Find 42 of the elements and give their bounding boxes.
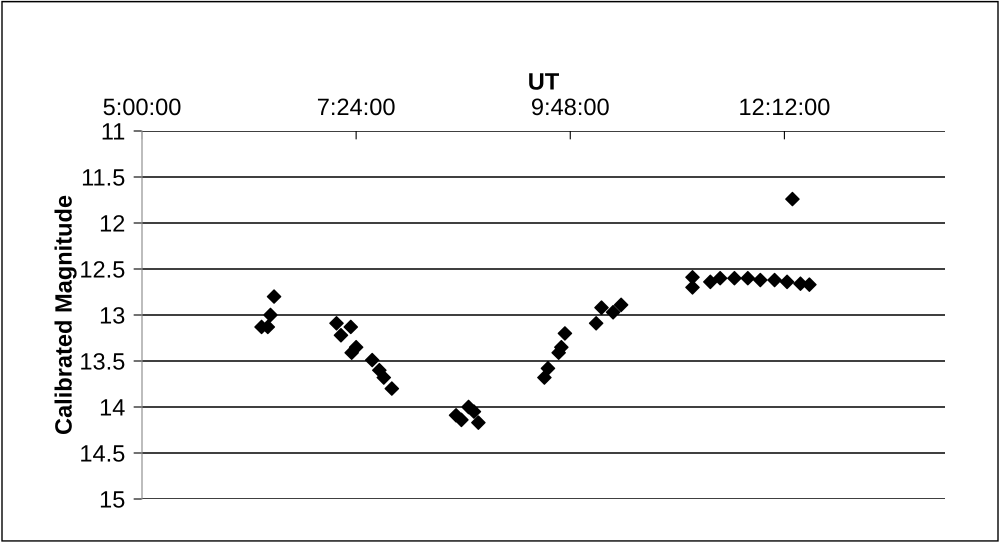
point	[780, 274, 794, 290]
point	[802, 277, 817, 292]
point	[712, 270, 728, 286]
point	[785, 192, 800, 206]
x-tick-label: 9:48:00	[532, 98, 609, 116]
point	[558, 326, 572, 341]
point	[343, 320, 358, 334]
y-tick-label: 11.5	[82, 169, 124, 186]
point	[767, 272, 782, 288]
point	[466, 404, 482, 419]
point	[753, 272, 768, 288]
x-tick-label: 12:12:00	[740, 98, 830, 116]
point	[471, 415, 486, 430]
y-tick-label: 13	[100, 307, 124, 324]
point	[727, 270, 742, 286]
point	[588, 316, 604, 331]
point	[376, 370, 392, 385]
point	[384, 381, 400, 396]
point	[329, 316, 344, 331]
y-tick-label: 12.5	[81, 261, 124, 278]
point	[364, 352, 380, 368]
point	[540, 361, 556, 376]
y-tick-label: 11	[102, 123, 124, 140]
x-tick-label: 7:24:00	[318, 98, 395, 116]
y-tick-label: 12	[100, 215, 124, 232]
x-tick-label: 5:00:00	[104, 98, 180, 116]
y-tick-label: 13.5	[81, 353, 124, 370]
point	[685, 280, 700, 295]
point	[263, 308, 278, 322]
x-axis-title: UT	[529, 73, 559, 90]
point	[537, 370, 552, 385]
y-tick-label: 14.5	[81, 445, 124, 462]
point	[266, 289, 282, 304]
point	[740, 270, 756, 286]
point	[614, 298, 628, 312]
y-axis-title: Calibrated Magnitude	[54, 196, 77, 434]
y-tick-label: 15	[100, 491, 124, 508]
point	[334, 328, 348, 343]
y-tick-label: 14	[100, 399, 125, 416]
point	[606, 304, 620, 320]
point	[703, 274, 718, 290]
point	[594, 300, 609, 315]
